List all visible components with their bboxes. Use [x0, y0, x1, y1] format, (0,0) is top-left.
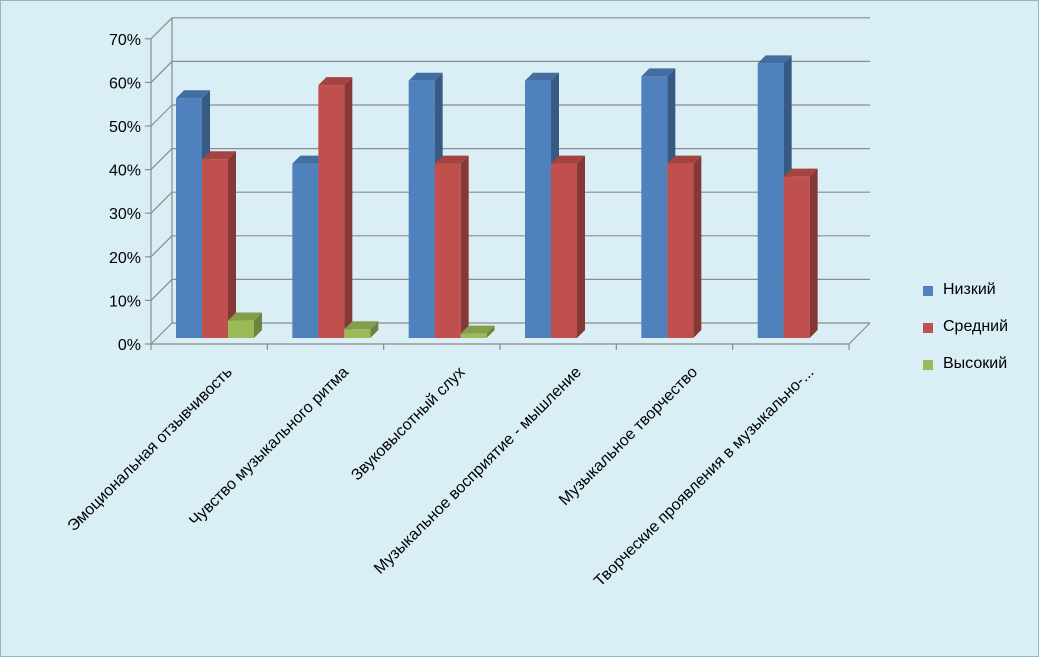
- y-tick-label: 10%: [109, 293, 141, 310]
- bar: [460, 333, 487, 338]
- bar: [434, 163, 461, 338]
- bar-top: [434, 155, 469, 164]
- y-tick-label: 0%: [118, 337, 141, 354]
- bar-top: [525, 72, 559, 81]
- bar-top: [228, 312, 262, 321]
- bar-side: [809, 168, 818, 338]
- bar-top: [667, 155, 702, 164]
- bar-top: [757, 55, 792, 64]
- bar-side: [370, 321, 379, 338]
- bar: [525, 80, 551, 338]
- y-tick-label: 40%: [109, 163, 141, 180]
- x-tick-label: Музыкальное творчество: [556, 364, 701, 509]
- bar: [783, 176, 810, 338]
- legend-label-low: Низкий: [943, 281, 996, 298]
- bar-side: [460, 155, 469, 338]
- bar-top: [460, 325, 495, 334]
- legend-swatch-low: [923, 286, 933, 296]
- bar-side: [228, 151, 236, 338]
- bar: [344, 329, 371, 338]
- gridline-side: [150, 17, 173, 40]
- bar-top: [408, 72, 443, 81]
- bar-side: [254, 312, 262, 338]
- x-tick-label: Звуковысотный слух: [348, 364, 468, 484]
- bar: [757, 63, 784, 338]
- bar-top: [202, 151, 236, 160]
- y-tick-label: 50%: [109, 119, 141, 136]
- bar-top: [551, 155, 585, 164]
- legend-swatch-high: [923, 360, 933, 370]
- y-tick-label: 30%: [109, 206, 141, 223]
- gridline-side: [150, 104, 173, 127]
- x-tick-label: Музыкальное восприятие - мышление: [371, 364, 585, 578]
- bar: [408, 80, 435, 338]
- gridline-side: [150, 235, 173, 258]
- bar-top: [176, 90, 210, 99]
- bar-side: [486, 325, 495, 338]
- legend-item-high: Высокий: [923, 355, 1038, 375]
- gridline-side: [150, 148, 173, 171]
- y-tick-label: 20%: [109, 250, 141, 267]
- legend-label-high: Высокий: [943, 355, 1008, 372]
- gridline-side: [150, 322, 173, 345]
- bar: [551, 163, 577, 338]
- bar: [318, 85, 345, 339]
- legend: Низкий Средний Высокий: [923, 281, 1038, 392]
- y-tick-label: 70%: [109, 32, 141, 49]
- bar: [667, 163, 694, 338]
- legend-item-low: Низкий: [923, 281, 1038, 301]
- gridline-side: [150, 191, 173, 214]
- bar-top: [641, 68, 676, 77]
- bar-side: [577, 155, 585, 338]
- bar-top: [344, 321, 379, 330]
- bar: [202, 159, 228, 338]
- floor-edge: [848, 322, 871, 345]
- bar-top: [783, 168, 818, 177]
- legend-swatch-medium: [923, 323, 933, 333]
- x-tick-label: Творческие проявления в музыкально-...: [591, 364, 817, 590]
- bar: [292, 163, 319, 338]
- legend-label-medium: Средний: [943, 318, 1009, 335]
- legend-item-medium: Средний: [923, 318, 1038, 338]
- bar-side: [693, 155, 702, 338]
- bar-top: [318, 77, 353, 86]
- bar: [176, 98, 202, 338]
- y-tick-label: 60%: [109, 75, 141, 92]
- bar-top: [292, 155, 327, 164]
- bar-side: [344, 77, 353, 339]
- bar: [228, 320, 254, 338]
- bar: [641, 76, 668, 339]
- gridline-side: [150, 278, 173, 301]
- gridline-side: [150, 60, 173, 83]
